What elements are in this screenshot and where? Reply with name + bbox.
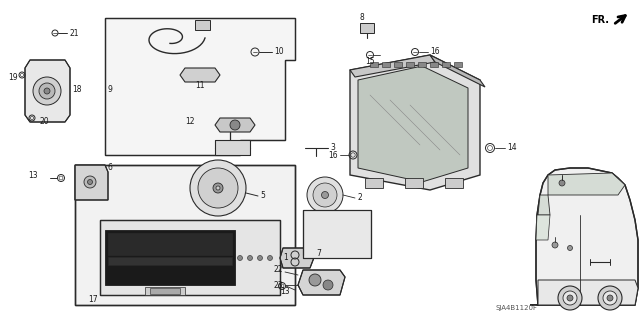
Bar xyxy=(394,62,402,67)
Circle shape xyxy=(44,88,50,94)
Text: 1: 1 xyxy=(283,254,288,263)
Polygon shape xyxy=(215,118,255,132)
Text: 5: 5 xyxy=(260,191,265,201)
Bar xyxy=(382,62,390,67)
Circle shape xyxy=(230,120,240,130)
Circle shape xyxy=(603,291,617,305)
Text: 6: 6 xyxy=(108,164,113,173)
Polygon shape xyxy=(538,280,638,305)
Circle shape xyxy=(567,295,573,301)
Circle shape xyxy=(309,274,321,286)
Text: 21: 21 xyxy=(69,29,79,39)
Circle shape xyxy=(257,256,262,261)
Circle shape xyxy=(598,286,622,310)
Circle shape xyxy=(563,291,577,305)
Bar xyxy=(365,178,383,188)
Bar xyxy=(360,23,374,33)
Polygon shape xyxy=(536,215,550,240)
Text: 16: 16 xyxy=(430,48,440,56)
Circle shape xyxy=(552,242,558,248)
Bar xyxy=(430,62,438,67)
Circle shape xyxy=(307,177,343,213)
Bar xyxy=(406,62,414,67)
Bar xyxy=(370,62,378,67)
Text: 8: 8 xyxy=(360,13,364,23)
Circle shape xyxy=(248,256,253,261)
Bar xyxy=(150,288,180,294)
Bar xyxy=(454,62,462,67)
Circle shape xyxy=(237,256,243,261)
Polygon shape xyxy=(280,248,315,268)
Polygon shape xyxy=(105,18,295,155)
Polygon shape xyxy=(538,195,550,215)
Text: 3: 3 xyxy=(330,144,335,152)
Bar xyxy=(145,287,185,295)
Bar xyxy=(105,230,235,285)
Circle shape xyxy=(568,246,573,250)
Text: 2: 2 xyxy=(357,194,362,203)
Bar xyxy=(215,140,250,155)
Circle shape xyxy=(268,256,273,261)
Text: 15: 15 xyxy=(365,57,375,66)
Polygon shape xyxy=(75,165,108,200)
Circle shape xyxy=(216,186,220,190)
Bar xyxy=(303,210,371,258)
Text: 20: 20 xyxy=(39,117,49,127)
Polygon shape xyxy=(180,68,220,82)
Polygon shape xyxy=(350,55,480,190)
Text: 12: 12 xyxy=(186,117,195,127)
Polygon shape xyxy=(530,168,638,305)
Circle shape xyxy=(190,160,246,216)
Circle shape xyxy=(213,183,223,193)
Text: 7: 7 xyxy=(316,249,321,257)
Text: 16: 16 xyxy=(328,151,338,160)
Polygon shape xyxy=(548,173,625,195)
Circle shape xyxy=(559,180,565,186)
Text: 23: 23 xyxy=(273,280,283,290)
Circle shape xyxy=(313,183,337,207)
Circle shape xyxy=(33,77,61,105)
Circle shape xyxy=(321,191,328,198)
Polygon shape xyxy=(350,55,435,77)
Text: 22: 22 xyxy=(273,265,283,275)
Text: 10: 10 xyxy=(274,48,284,56)
Polygon shape xyxy=(358,66,468,182)
Text: 9: 9 xyxy=(107,85,112,94)
Polygon shape xyxy=(298,270,345,295)
Circle shape xyxy=(558,286,582,310)
Polygon shape xyxy=(100,220,280,295)
Bar xyxy=(195,20,210,30)
Circle shape xyxy=(84,176,96,188)
Polygon shape xyxy=(75,165,295,305)
Bar xyxy=(108,233,232,255)
Text: SJA4B1120F: SJA4B1120F xyxy=(495,305,537,311)
Circle shape xyxy=(323,280,333,290)
Polygon shape xyxy=(25,60,70,122)
Bar xyxy=(445,178,463,188)
Bar xyxy=(418,62,426,67)
Circle shape xyxy=(88,180,93,184)
Text: 17: 17 xyxy=(88,295,98,305)
Text: 11: 11 xyxy=(195,80,205,90)
Bar xyxy=(442,62,450,67)
Text: 18: 18 xyxy=(72,85,81,94)
Polygon shape xyxy=(430,55,485,87)
Text: 13: 13 xyxy=(280,286,290,295)
Circle shape xyxy=(607,295,613,301)
Circle shape xyxy=(39,83,55,99)
Bar xyxy=(108,257,232,265)
Text: FR.: FR. xyxy=(591,15,609,25)
Text: 19: 19 xyxy=(8,72,18,81)
Text: 14: 14 xyxy=(507,144,516,152)
Circle shape xyxy=(198,168,238,208)
Text: 13: 13 xyxy=(28,170,38,180)
Bar xyxy=(405,178,423,188)
